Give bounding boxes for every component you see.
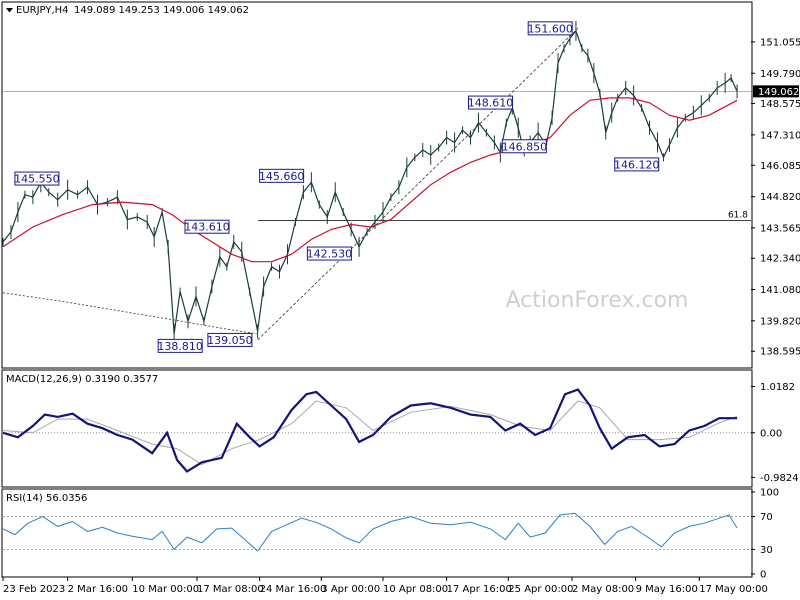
price-layer: 61.8 145.550 143.610 138.810 139.050 145.660 1… [2, 20, 751, 353]
price-label-box [614, 157, 660, 172]
rsi-panel-frame [1, 488, 753, 578]
current-price-tag-text: 149.062 [758, 87, 799, 98]
price-label: 145.550 [14, 171, 60, 186]
axis-layer: 151.055 149.790 148.575 147.310 146.085 144.8… [2, 37, 800, 595]
rsi-layer [2, 512, 751, 552]
price-label: 146.120 [614, 157, 660, 172]
price-series-line [2, 29, 738, 334]
price-y-tick-label: 143.565 [760, 223, 800, 234]
macd-y-tick-label: 1.0182 [760, 382, 795, 393]
rsi-y-tick-label: 100 [760, 488, 779, 499]
x-tick-label: 3 Apr 00:00 [321, 584, 380, 595]
watermark: ActionForex.com [506, 288, 689, 313]
price-label-text: 139.050 [207, 334, 253, 347]
price-label-text: 151.600 [527, 22, 573, 35]
price-y-tick-label: 138.595 [760, 347, 800, 358]
price-header-symbol: EURJPY,H4 [16, 5, 69, 16]
price-y-tick-label: 151.055 [760, 37, 800, 48]
price-label: 145.660 [259, 168, 305, 183]
price-label-box [306, 246, 352, 261]
rsi-y-tick-label: 70 [760, 512, 773, 523]
price-label-text: 145.550 [14, 173, 60, 186]
price-label-box [501, 139, 547, 154]
price-label-box [157, 338, 203, 353]
rsi-y-tick-label: 30 [760, 545, 773, 556]
price-label: 151.600 [527, 21, 573, 36]
current-price-tag-box [753, 85, 799, 98]
price-label-box [527, 21, 573, 36]
fib-level-label: 61.8 [728, 211, 748, 221]
price-label-box [207, 332, 253, 347]
price-y-tick-label: 146.085 [760, 161, 800, 172]
macd-y-tick-label: -0.9824 [760, 473, 799, 484]
x-tick-label: 2 May 08:00 [572, 584, 634, 595]
price-header-ohlc: 149.089 149.253 149.006 149.062 [74, 5, 249, 16]
price-y-tick-label: 147.310 [760, 130, 800, 141]
price-label: 142.530 [306, 246, 353, 261]
price-label-box [14, 171, 60, 186]
price-y-tick-label: 148.575 [760, 99, 800, 110]
macd-layer [2, 388, 751, 473]
rsi-line [2, 512, 738, 552]
price-y-tick-label: 142.340 [760, 254, 800, 265]
price-y-tick-label: 141.080 [760, 285, 800, 296]
price-label-box [184, 219, 230, 234]
collapse-triangle-icon[interactable] [6, 8, 13, 13]
x-tick-label: 2 Mar 16:00 [68, 584, 128, 595]
price-y-tick-label: 139.820 [760, 316, 800, 327]
price-y-tick-label: 149.790 [760, 69, 800, 80]
current-price-tag: 149.062 [753, 85, 799, 98]
price-y-tick-label: 144.820 [760, 192, 800, 203]
price-label-text: 145.660 [259, 170, 305, 183]
macd-y-tick-label: 0.00 [760, 428, 782, 439]
price-label: 146.850 [501, 139, 548, 154]
price-label: 143.610 [184, 219, 230, 234]
price-label-text: 146.120 [614, 158, 660, 171]
x-tick-label: 23 Feb 2023 [3, 584, 65, 595]
x-tick-label: 10 Apr 08:00 [383, 584, 448, 595]
x-tick-label: 24 Mar 16:00 [260, 584, 327, 595]
price-label: 148.610 [468, 95, 514, 110]
x-tick-label: 25 Apr 00:00 [508, 584, 573, 595]
moving-average-line [2, 97, 738, 263]
price-label-text: 148.610 [468, 97, 514, 110]
rsi-y-tick-label: 0 [760, 570, 766, 581]
x-tick-label: 10 Mar 00:00 [132, 584, 199, 595]
price-label-text: 138.810 [157, 340, 203, 353]
x-tick-label: 9 May 16:00 [636, 584, 698, 595]
price-label-box [468, 95, 514, 110]
x-tick-label: 17 Apr 16:00 [447, 584, 512, 595]
price-label-text: 143.610 [184, 221, 230, 234]
price-label: 138.810 [157, 338, 203, 353]
price-label-text: 146.850 [502, 140, 548, 153]
price-label: 139.050 [207, 332, 253, 347]
x-tick-label: 17 May 00:00 [699, 584, 768, 595]
macd-header: MACD(12,26,9) 0.3190 0.3577 [6, 374, 158, 385]
price-label-text: 142.530 [307, 248, 353, 261]
macd-line [2, 388, 738, 473]
x-tick-label: 17 Mar 08:00 [197, 584, 264, 595]
rsi-header: RSI(14) 56.0356 [6, 493, 87, 504]
price-panel-frame [1, 1, 753, 369]
price-label-box [259, 168, 305, 183]
channel-line [257, 28, 579, 341]
macd-signal-line [2, 400, 738, 466]
